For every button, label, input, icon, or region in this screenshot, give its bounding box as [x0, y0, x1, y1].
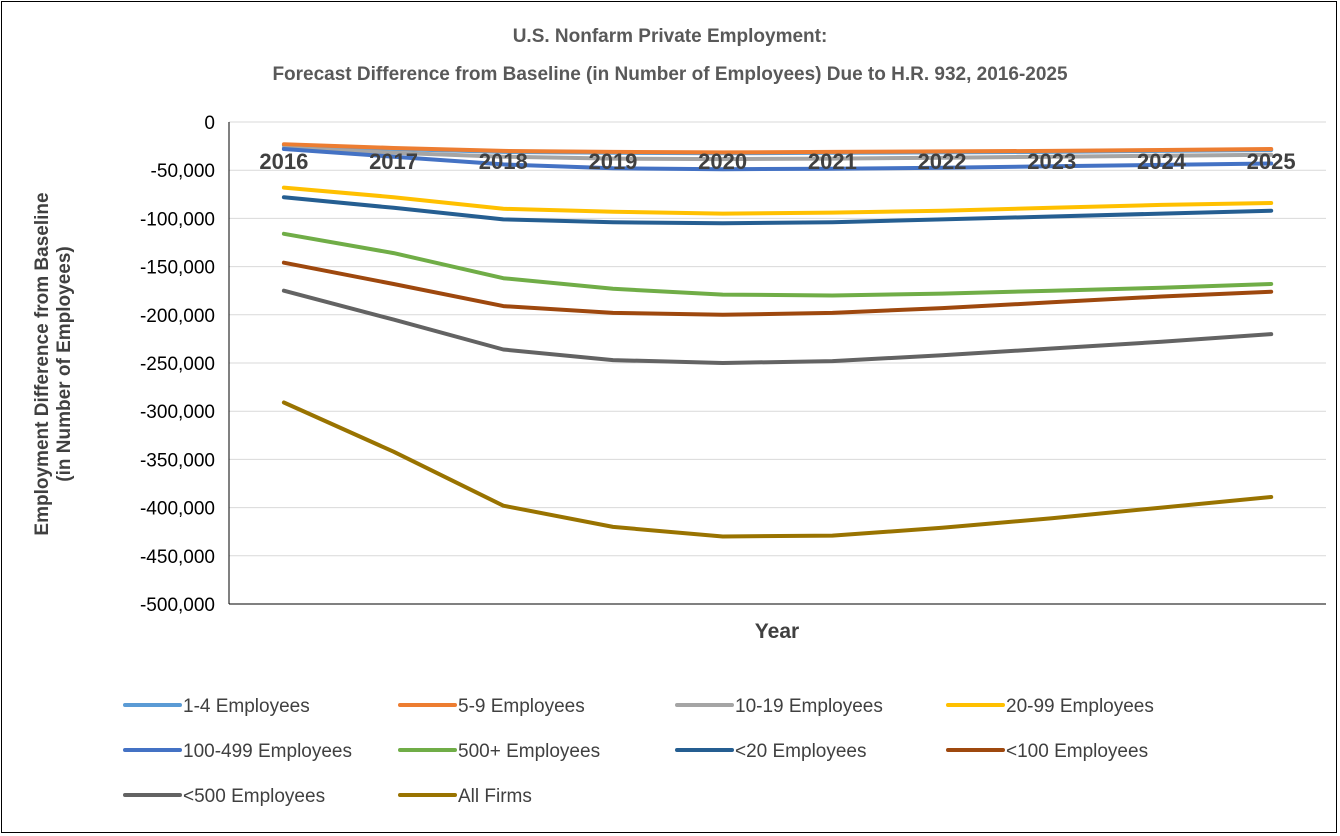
legend-label: <20 Employees	[735, 741, 867, 762]
x-tick-label: 2019	[588, 149, 637, 174]
chart-title-line-2: Forecast Difference from Baseline (in Nu…	[272, 64, 1068, 85]
legend-label: 100-499 Employees	[183, 741, 352, 762]
x-tick-label: 2021	[808, 149, 857, 174]
legend-label: All Firms	[458, 786, 532, 807]
series-line	[281, 260, 1274, 317]
y-tick-label: -150,000	[140, 258, 215, 279]
legend-label: 1-4 Employees	[183, 696, 310, 717]
series-line	[281, 195, 1274, 226]
x-axis-title: Year	[755, 620, 799, 643]
x-category-labels: 2016 2017 2018 2019 2020 2021 2022 2023 2024 2025	[259, 149, 1295, 174]
x-tick-label: 2020	[698, 149, 747, 174]
series-line	[281, 288, 1274, 365]
y-tick-label: 0	[204, 113, 215, 134]
chart-title-line-1: U.S. Nonfarm Private Employment:	[513, 26, 828, 47]
legend-label: 20-99 Employees	[1006, 696, 1154, 717]
series-line	[281, 185, 1274, 216]
y-tick-label: -200,000	[140, 306, 215, 327]
legend-label: <500 Employees	[183, 786, 325, 807]
y-tick-label: -100,000	[140, 209, 215, 230]
series-line	[281, 231, 1274, 298]
series-line	[281, 146, 1274, 162]
legend-label: 10-19 Employees	[735, 696, 883, 717]
y-axis-title-line-2: (in Number of Employees)	[54, 246, 75, 481]
series-line	[281, 142, 1274, 155]
y-axis-title-line-1: Employment Difference from Baseline	[32, 192, 53, 535]
y-tick-label: -450,000	[140, 547, 215, 568]
y-tick-label: -350,000	[140, 450, 215, 471]
x-tick-label: 2024	[1137, 149, 1187, 174]
series-line	[281, 147, 1274, 172]
series-lines	[281, 142, 1274, 539]
x-tick-label: 2022	[918, 149, 967, 174]
y-axis-title: Employment Difference from Baseline (in …	[32, 192, 75, 535]
legend-label: <100 Employees	[1006, 741, 1148, 762]
y-tick-label: -400,000	[140, 499, 215, 520]
x-tick-label: 2018	[479, 149, 528, 174]
x-tick-label: 2023	[1027, 149, 1076, 174]
y-tick-label: -250,000	[140, 354, 215, 375]
y-tick-label: -300,000	[140, 402, 215, 423]
x-tick-label: 2025	[1247, 149, 1296, 174]
gridlines	[228, 121, 1326, 605]
y-tick-label: -50,000	[151, 161, 215, 182]
y-tick-label: -500,000	[140, 595, 215, 616]
x-tick-label: 2017	[369, 149, 418, 174]
series-line	[281, 400, 1274, 539]
x-tick-label: 2016	[259, 149, 308, 174]
legend-label: 500+ Employees	[458, 741, 600, 762]
y-axis-ticks: 0 -50,000 -100,000 -150,000 -200,000 -250,000…	[140, 113, 215, 616]
legend-label: 5-9 Employees	[458, 696, 585, 717]
legend: 1-4 Employees 5-9 Employees 10-19 Employee…	[123, 696, 1154, 807]
